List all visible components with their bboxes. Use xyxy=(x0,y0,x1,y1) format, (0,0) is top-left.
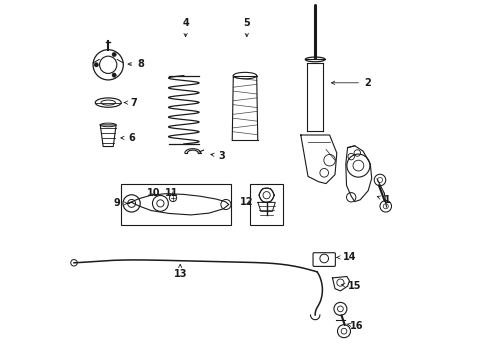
Text: 6: 6 xyxy=(121,133,135,143)
Text: 11: 11 xyxy=(165,188,178,198)
Text: 13: 13 xyxy=(173,264,187,279)
Circle shape xyxy=(94,63,98,67)
Text: 12: 12 xyxy=(240,197,253,207)
Text: 3: 3 xyxy=(211,150,225,161)
Text: 5: 5 xyxy=(244,18,250,37)
Text: 8: 8 xyxy=(128,59,144,69)
Bar xyxy=(121,184,231,225)
Text: 4: 4 xyxy=(182,18,189,37)
Text: 15: 15 xyxy=(342,281,362,291)
Circle shape xyxy=(112,52,116,57)
Text: 9: 9 xyxy=(114,198,127,208)
Bar xyxy=(250,184,283,225)
Text: 2: 2 xyxy=(331,78,371,88)
Text: 16: 16 xyxy=(347,321,364,331)
Text: 7: 7 xyxy=(124,98,137,108)
Text: 1: 1 xyxy=(377,195,391,205)
Text: 14: 14 xyxy=(337,252,356,262)
Circle shape xyxy=(112,73,116,77)
Text: 10: 10 xyxy=(147,188,160,198)
